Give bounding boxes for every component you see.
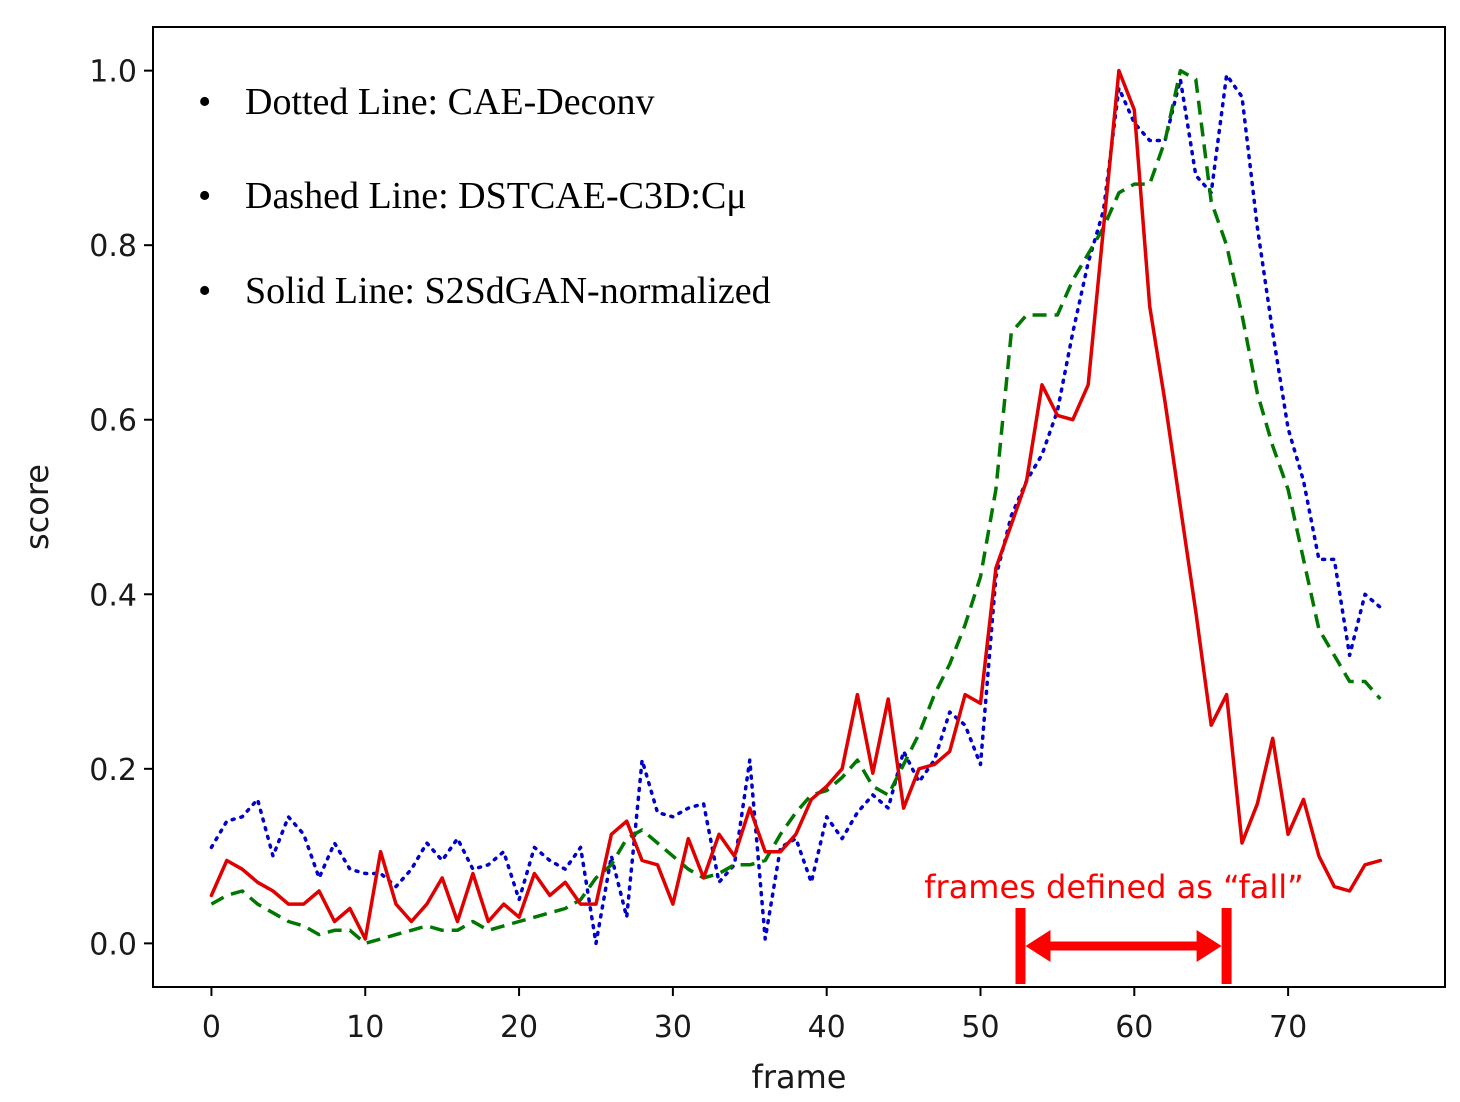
legend-entry-dotted: Dotted Line: CAE-Deconv <box>245 81 654 123</box>
y-tick-label: 0.8 <box>89 229 137 264</box>
y-axis-label: score <box>18 464 56 550</box>
y-tick-label: 0.6 <box>89 404 137 439</box>
y-tick-label: 1.0 <box>89 55 137 90</box>
legend-entry-solid: Solid Line: S2SdGAN-normalized <box>245 270 771 312</box>
x-tick-label: 50 <box>961 1010 999 1045</box>
x-axis-label: frame <box>752 1058 847 1096</box>
legend-bullet-dotted: • <box>198 81 211 123</box>
series-line-dashed <box>210 68 1382 946</box>
x-tick-label: 30 <box>654 1010 692 1045</box>
fall-range-arrowhead-left <box>1025 930 1051 962</box>
legend-bullet-solid: • <box>198 270 211 312</box>
series-line-solid <box>209 68 1383 941</box>
plot-frame <box>152 26 1446 988</box>
x-tick-label: 10 <box>346 1010 384 1045</box>
x-tick-label: 40 <box>808 1010 846 1045</box>
y-axis: 0.0 0.2 0.4 0.6 0.8 1.0 <box>89 55 153 962</box>
x-axis: 0 10 20 30 40 50 60 70 <box>202 987 1307 1045</box>
x-tick-label: 60 <box>1115 1010 1153 1045</box>
y-tick-label: 0.0 <box>89 927 137 962</box>
fall-range-arrowhead-right <box>1196 930 1222 962</box>
legend: • Dotted Line: CAE-Deconv • Dashed Line:… <box>198 81 771 312</box>
y-tick-label: 0.2 <box>89 753 137 788</box>
x-tick-label: 20 <box>500 1010 538 1045</box>
legend-bullet-dashed: • <box>198 175 211 217</box>
series-layer <box>209 68 1383 946</box>
fall-annotation-label: frames defined as “fall” <box>924 868 1303 906</box>
y-tick-label: 0.4 <box>89 578 137 613</box>
x-tick-label: 0 <box>202 1010 221 1045</box>
legend-entry-dashed: Dashed Line: DSTCAE-C3D:Cμ <box>245 175 747 217</box>
fall-annotation: frames defined as “fall” <box>924 868 1304 984</box>
x-tick-label: 70 <box>1269 1010 1307 1045</box>
